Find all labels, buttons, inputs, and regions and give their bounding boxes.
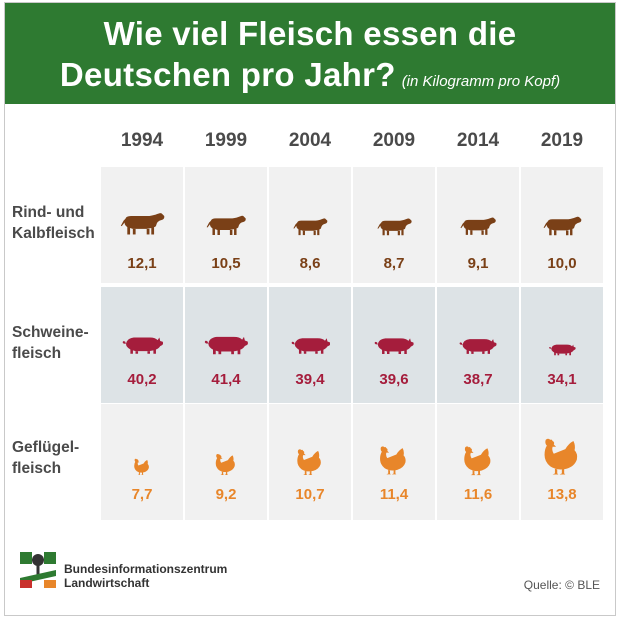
- value-label: 8,7: [383, 255, 405, 272]
- pig-icon: [549, 344, 576, 356]
- ble-logo: [18, 550, 58, 595]
- value-label: 9,1: [467, 255, 489, 272]
- pig-icon: [375, 338, 415, 355]
- table-cell-pork-2014: 38,7: [437, 287, 519, 403]
- table-cell-pork-2019: 34,1: [521, 287, 603, 403]
- title-text-2: Deutschen pro Jahr?: [59, 56, 396, 93]
- year-header-2019: 2019: [540, 130, 584, 151]
- row-label-line: Kalbfleisch: [12, 225, 95, 242]
- value-label: 10,5: [211, 255, 241, 272]
- table-cell-poultry-1994: 7,7: [101, 404, 183, 520]
- value-label: 10,7: [295, 486, 325, 503]
- pig-icon: [460, 339, 497, 355]
- chicken-icon: [215, 454, 235, 475]
- value-label: 34,1: [547, 371, 577, 388]
- value-label: 13,8: [547, 486, 577, 503]
- table-cell-pork-1994: 40,2: [101, 287, 183, 403]
- chicken-icon: [464, 445, 491, 475]
- value-label: 10,0: [547, 255, 577, 272]
- title-line-2: Deutschen pro Jahr? (in Kilogramm pro Kop…: [5, 56, 615, 94]
- org-line-1: Bundesinformationszentrum: [64, 562, 228, 576]
- value-label: 39,4: [295, 371, 325, 388]
- pig-icon: [205, 336, 249, 354]
- title-banner: Wie viel Fleisch essen die Deutschen pro…: [5, 3, 615, 104]
- table-cell-beef-1999: 10,5: [185, 167, 267, 283]
- row-label-poultry: Geflügel-fleisch: [12, 437, 107, 479]
- year-header-1994: 1994: [120, 130, 164, 151]
- table-cell-poultry-1999: 9,2: [185, 404, 267, 520]
- value-label: 8,6: [299, 255, 321, 272]
- value-label: 9,2: [215, 486, 237, 503]
- table-cell-beef-2019: 10,0: [521, 167, 603, 283]
- row-label-line: Rind- und: [12, 204, 85, 221]
- pig-icon: [291, 338, 330, 355]
- value-label: 40,2: [127, 371, 157, 388]
- table-cell-poultry-2004: 10,7: [269, 404, 351, 520]
- row-label-line: fleisch: [12, 345, 62, 362]
- chicken-icon: [544, 438, 578, 475]
- table-cell-pork-1999: 41,4: [185, 287, 267, 403]
- chicken-icon: [134, 459, 149, 476]
- chicken-icon: [380, 446, 406, 475]
- value-label: 11,6: [463, 486, 493, 503]
- title-line-1: Wie viel Fleisch essen die: [103, 15, 517, 52]
- table-cell-poultry-2014: 11,6: [437, 404, 519, 520]
- row-label-line: Schweine-: [12, 324, 89, 341]
- table-cell-beef-2014: 9,1: [437, 167, 519, 283]
- org-line-2: Landwirtschaft: [64, 576, 150, 590]
- row-label-pork: Schweine-fleisch: [12, 322, 107, 364]
- year-header-2014: 2014: [456, 130, 500, 151]
- cow-icon: [293, 218, 328, 236]
- row-label-line: Geflügel-: [12, 439, 80, 456]
- title-subtitle: (in Kilogramm pro Kopf): [401, 73, 561, 90]
- table-cell-beef-2009: 8,7: [353, 167, 435, 283]
- chicken-icon: [297, 448, 322, 475]
- table-cell-poultry-2009: 11,4: [353, 404, 435, 520]
- year-header-2004: 2004: [288, 130, 332, 151]
- value-label: 39,6: [379, 371, 409, 388]
- pig-icon: [122, 337, 163, 355]
- row-label-beef: Rind- und Kalbfleisch: [12, 202, 107, 244]
- value-label: 38,7: [463, 371, 493, 388]
- cow-icon: [206, 215, 246, 235]
- cow-icon: [460, 217, 497, 236]
- table-cell-beef-2004: 8,6: [269, 167, 351, 283]
- cow-icon: [120, 213, 165, 235]
- cow-icon: [543, 216, 582, 235]
- year-header-2009: 2009: [372, 130, 416, 151]
- value-label: 41,4: [211, 371, 241, 388]
- value-label: 12,1: [127, 255, 157, 272]
- table-cell-pork-2004: 39,4: [269, 287, 351, 403]
- table-cell-pork-2009: 39,6: [353, 287, 435, 403]
- value-label: 7,7: [131, 486, 153, 503]
- table-cell-beef-1994: 12,1: [101, 167, 183, 283]
- organization-name: Bundesinformationszentrum Landwirtschaft: [64, 562, 227, 590]
- row-label-line: fleisch: [12, 460, 62, 477]
- year-header-1999: 1999: [204, 130, 248, 151]
- cow-icon: [377, 218, 412, 236]
- value-label: 11,4: [379, 486, 409, 503]
- source-credit: Quelle: © BLE: [523, 578, 600, 592]
- table-cell-poultry-2019: 13,8: [521, 404, 603, 520]
